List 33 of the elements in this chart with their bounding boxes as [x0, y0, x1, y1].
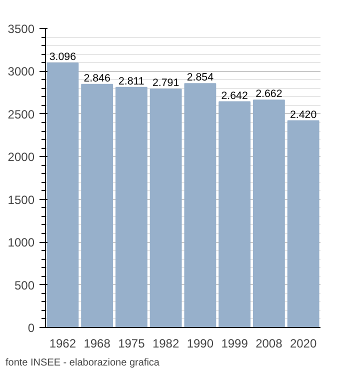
data-label: 2.662 [256, 88, 282, 100]
bar [115, 86, 148, 328]
bar [287, 120, 320, 328]
y-tick-label: 3000 [8, 64, 35, 79]
bar [150, 88, 182, 328]
y-tick-label: 2000 [8, 150, 35, 164]
bar [252, 100, 285, 328]
source-note: fonte INSEE - elaborazione grafica [6, 358, 160, 368]
bar [184, 83, 216, 328]
bar [46, 62, 79, 328]
x-tick-label: 1968 [84, 336, 111, 350]
x-tick-label: 2008 [256, 336, 283, 350]
x-tick-label: 1990 [186, 336, 214, 350]
data-label: 2.420 [290, 108, 317, 121]
data-label: 2.854 [186, 72, 214, 84]
bar [81, 84, 114, 328]
x-tick-label: 1962 [49, 336, 76, 350]
x-tick-label: 2020 [290, 336, 317, 350]
y-tick-label: 1500 [8, 192, 35, 207]
y-tick-label: 2500 [8, 107, 35, 122]
y-tick-label: 1000 [8, 236, 35, 250]
data-label: 2.811 [118, 75, 144, 88]
y-tick-label: 3500 [8, 22, 35, 36]
data-label: 2.846 [84, 72, 110, 84]
data-label: 3.096 [49, 51, 76, 64]
x-tick-label: 1975 [118, 336, 146, 350]
y-tick-label: 0 [28, 321, 35, 335]
y-tick-label: 500 [14, 278, 35, 292]
x-tick-label: 1982 [152, 336, 180, 350]
bar [218, 101, 251, 328]
x-tick-label: 1999 [221, 336, 248, 350]
data-label: 2.791 [152, 77, 180, 90]
data-label: 2.642 [221, 90, 248, 102]
